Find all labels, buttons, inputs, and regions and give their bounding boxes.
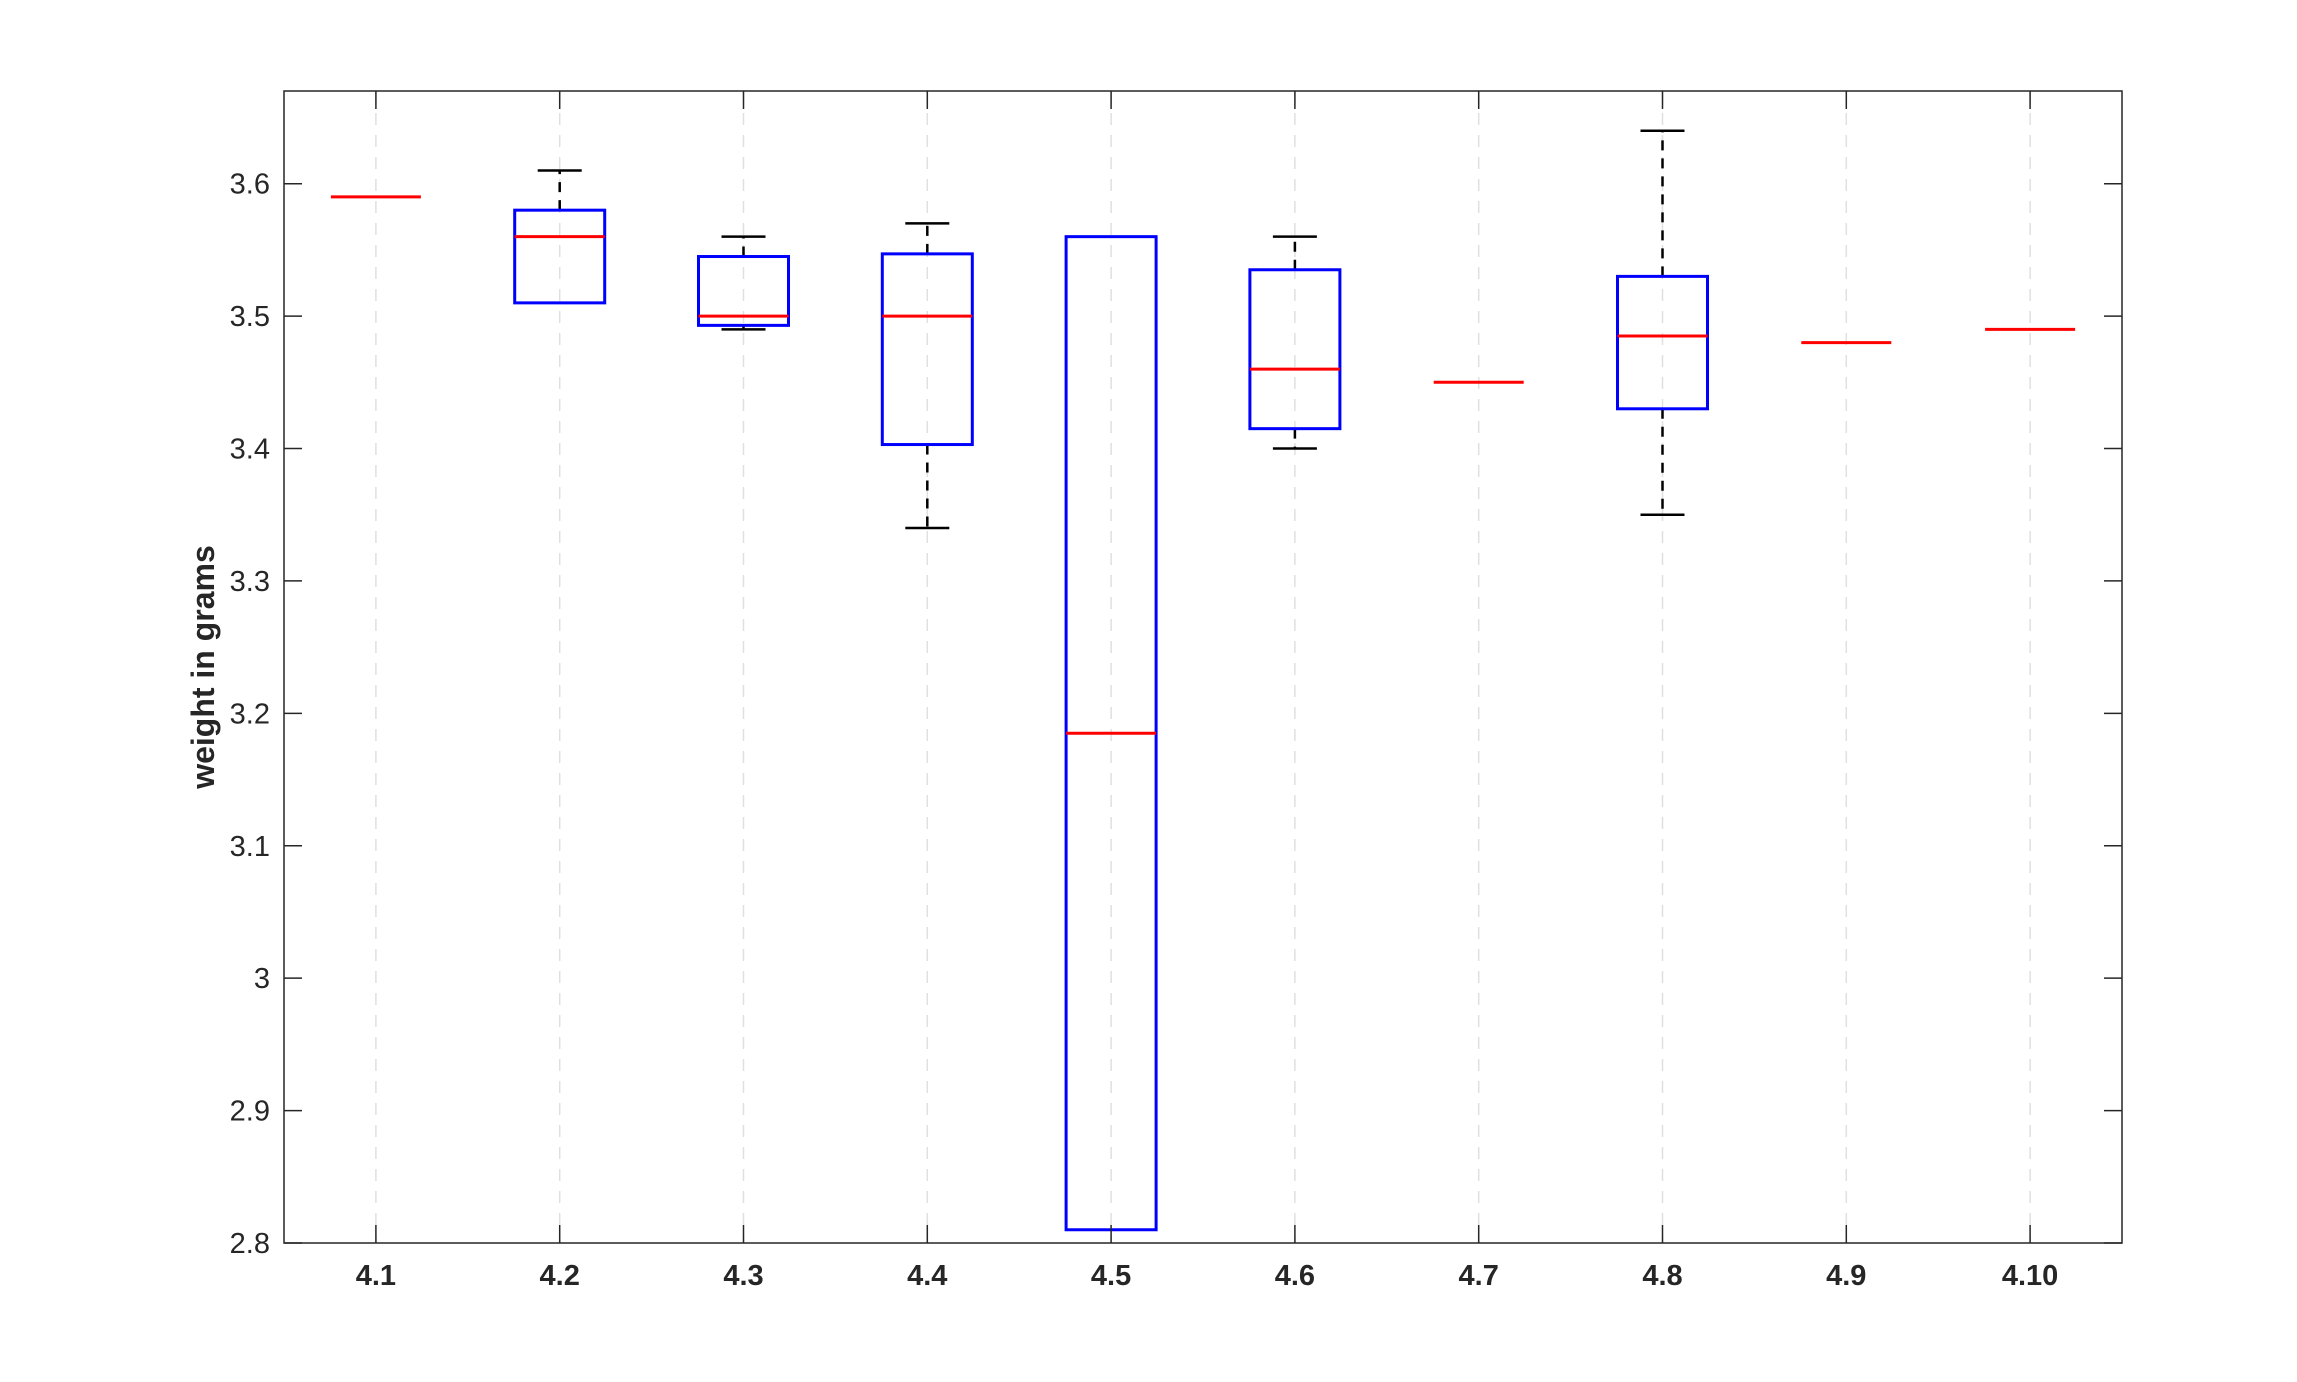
x-tick-label: 4.8 <box>1642 1260 1682 1292</box>
y-tick-label: 3.4 <box>230 434 270 466</box>
box-group <box>1248 235 1342 450</box>
y-tick-label: 3 <box>254 963 270 995</box>
x-tick-label: 4.5 <box>1091 1260 1131 1292</box>
x-tick-label: 4.4 <box>907 1260 947 1292</box>
x-tick-label: 4.3 <box>723 1260 763 1292</box>
iqr-box <box>1248 268 1342 431</box>
x-tick-label: 4.2 <box>540 1260 580 1292</box>
y-tick-label: 3.2 <box>230 698 270 730</box>
iqr-box <box>697 255 790 327</box>
box-layer <box>330 129 2076 1232</box>
x-tick-label: 4.6 <box>1275 1260 1315 1292</box>
plot-area-frame <box>283 90 2123 1244</box>
y-axis-label: weight in grams <box>185 545 221 790</box>
iqr-box <box>880 252 974 447</box>
y-tick-label: 3.1 <box>230 831 270 863</box>
y-tick-label: 3.3 <box>230 566 270 598</box>
iqr-box <box>1616 274 1709 411</box>
tick-layer: 2.8 2.9 3 3.1 3.2 3.3 3.4 3.5 3.6 4.1 4.2 4.3 4.4 4.5… <box>230 91 2122 1292</box>
box-group <box>697 235 790 331</box>
grid-layer <box>375 91 2031 1243</box>
x-tick-label: 4.9 <box>1826 1260 1866 1292</box>
x-tick-label: 4.10 <box>2002 1260 2058 1292</box>
box-group <box>880 222 974 530</box>
y-tick-label: 3.5 <box>230 301 270 333</box>
x-tick-label: 4.1 <box>356 1260 396 1292</box>
iqr-box <box>513 208 607 305</box>
box-group <box>513 169 607 305</box>
y-tick-label: 3.6 <box>230 169 270 201</box>
y-tick-label: 2.8 <box>230 1228 270 1260</box>
y-tick-label: 2.9 <box>230 1096 270 1128</box>
box-group <box>1616 129 1709 516</box>
x-tick-label: 4.7 <box>1459 1260 1499 1292</box>
